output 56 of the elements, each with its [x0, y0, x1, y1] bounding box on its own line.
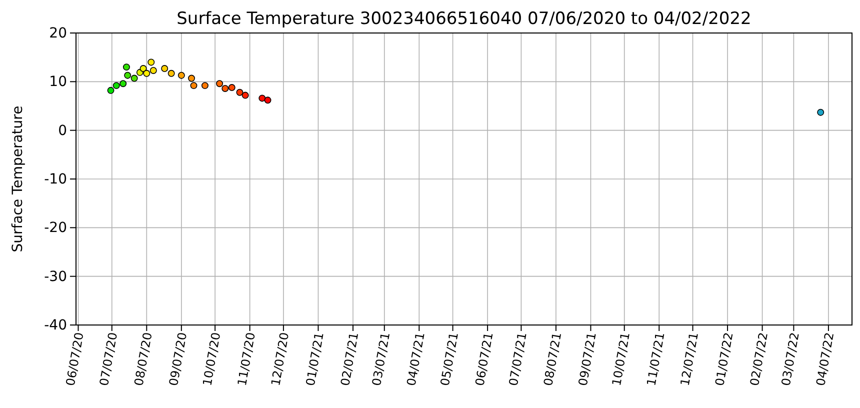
point [228, 84, 236, 91]
point [242, 92, 249, 99]
point [161, 65, 168, 72]
point [236, 88, 244, 96]
point [148, 58, 155, 66]
y-tick-label: -40 [44, 317, 67, 334]
x-tick-label: 08/07/21 [541, 331, 564, 387]
point [188, 74, 195, 82]
point [258, 94, 266, 102]
point [150, 66, 157, 74]
point [124, 72, 132, 79]
x-tick-label: 10/07/20 [200, 331, 224, 387]
x-tick-label: 06/07/21 [472, 331, 496, 387]
x-tick-label: 08/07/20 [132, 331, 155, 387]
x-tick-label: 09/07/20 [166, 331, 190, 387]
point [216, 80, 224, 88]
y-tick-label: 10 [49, 74, 67, 90]
y-tick-label: -10 [44, 171, 67, 188]
y-tick-label: 0 [58, 122, 67, 139]
x-tick-label: 04/07/21 [404, 331, 428, 387]
x-tick-label: 03/07/22 [778, 331, 802, 387]
x-tick-label: 11/07/21 [644, 331, 668, 387]
point [143, 70, 150, 77]
x-tick-label: 02/07/22 [747, 331, 770, 387]
point [130, 74, 138, 82]
point [107, 86, 114, 94]
x-tick-label: 11/07/20 [234, 331, 258, 387]
x-tick-label: 03/07/21 [369, 331, 393, 387]
point [201, 82, 208, 90]
x-tick-label: 06/07/20 [63, 331, 86, 387]
x-tick-label: 07/07/21 [506, 331, 530, 387]
x-tick-label: 07/07/20 [96, 331, 120, 387]
y-tick-label: -30 [44, 268, 67, 285]
x-tick-label: 01/07/22 [712, 331, 736, 387]
x-tick-label: 01/07/21 [303, 331, 326, 387]
point [122, 64, 130, 71]
x-tick-label: 10/07/21 [609, 331, 633, 387]
point [222, 84, 229, 92]
chart-title: Surface Temperature 300234066516040 07/06/2020 to 04/02/2022 [176, 9, 752, 29]
x-tick-label: 12/07/21 [678, 331, 701, 387]
y-tick-label: 20 [49, 25, 67, 42]
point [168, 70, 175, 77]
x-tick-label: 09/07/21 [576, 331, 599, 387]
point [264, 96, 272, 104]
x-tick-label: 04/07/22 [814, 331, 837, 387]
point [112, 82, 120, 90]
point [817, 108, 824, 116]
y-tick-label: -20 [44, 220, 67, 236]
y-axis-title: Surface Temperature [10, 106, 26, 252]
x-tick-label: 05/07/21 [438, 331, 461, 387]
point [178, 72, 185, 79]
point [120, 80, 127, 88]
point [140, 65, 147, 72]
x-tick-label: 12/07/20 [268, 331, 292, 387]
x-tick-label: 02/07/21 [338, 331, 362, 387]
point [190, 82, 198, 90]
